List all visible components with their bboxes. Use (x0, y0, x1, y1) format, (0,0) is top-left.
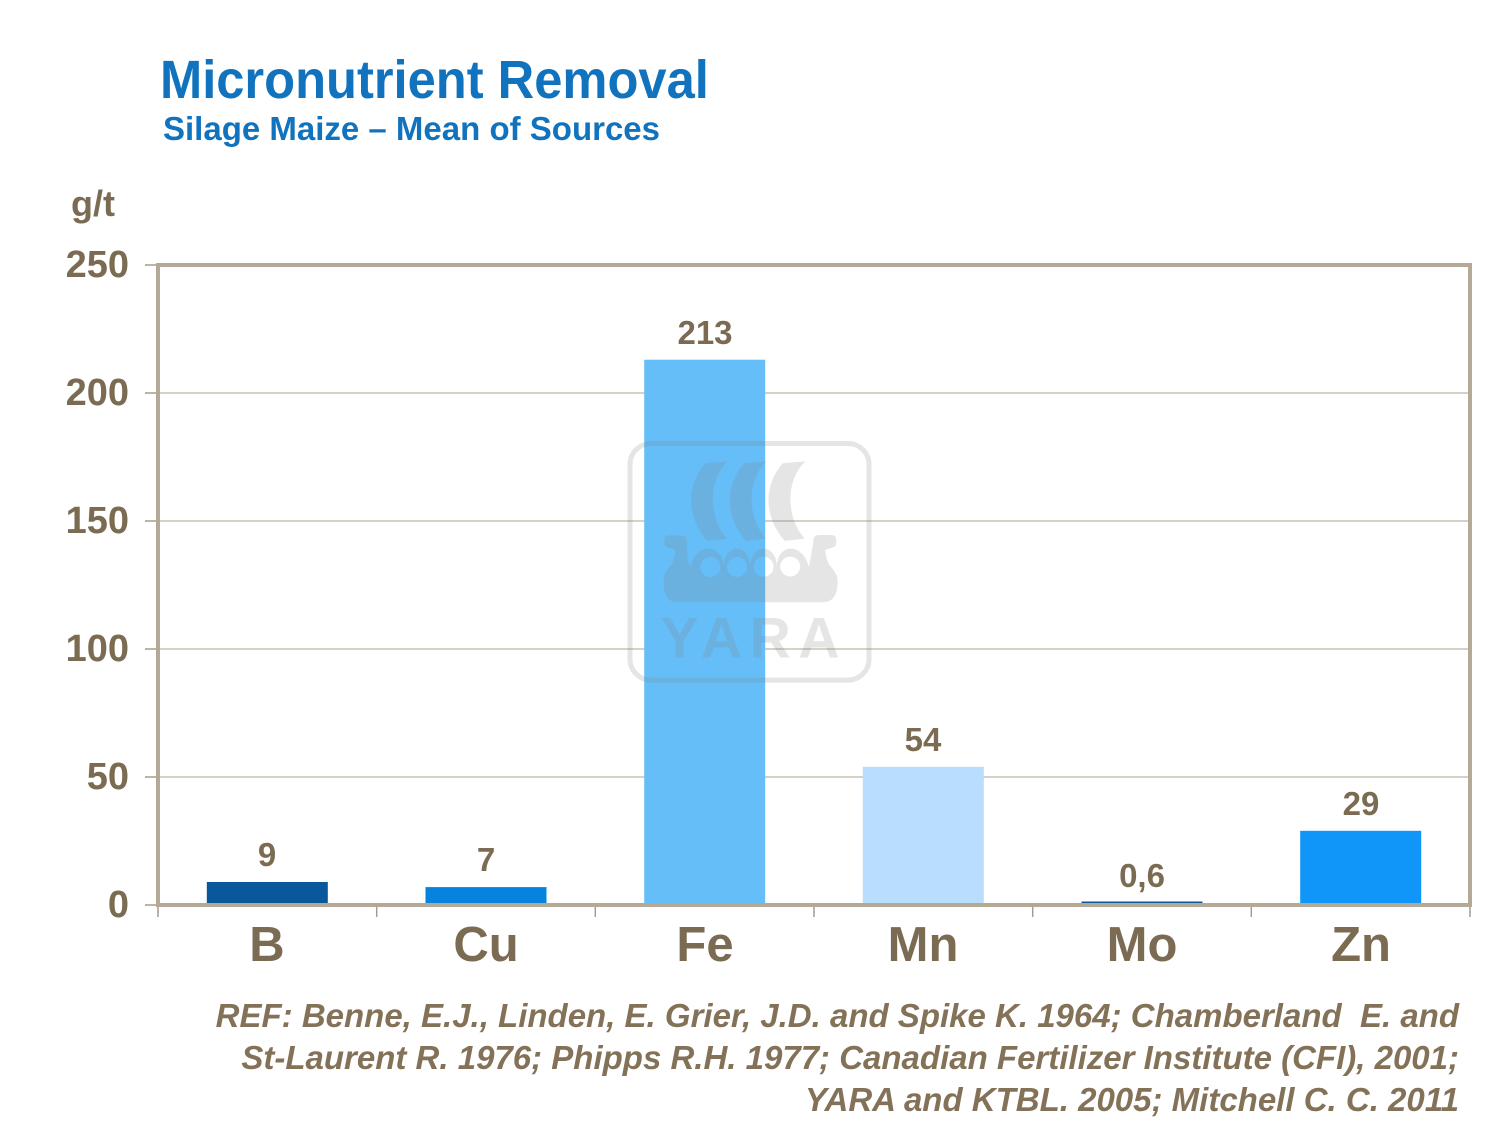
svg-text:YARA: YARA (661, 607, 847, 671)
